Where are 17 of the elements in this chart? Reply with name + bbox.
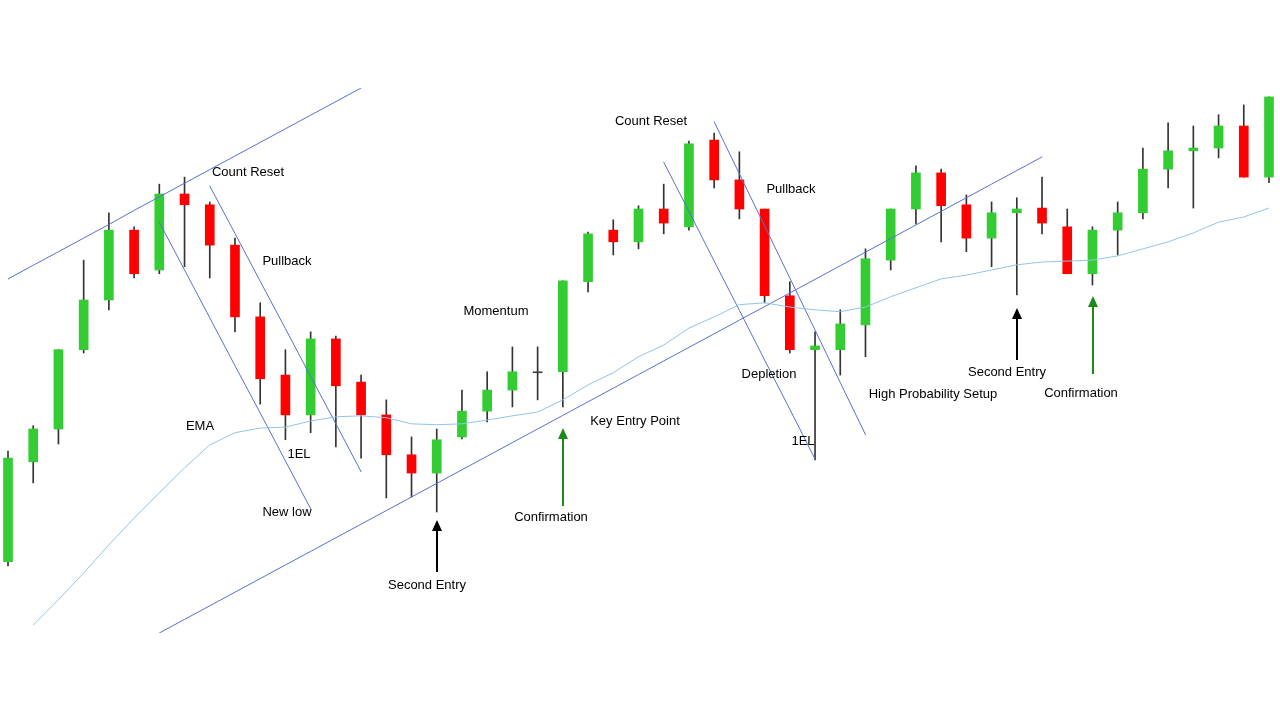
series-label: EMA — [185, 417, 215, 433]
annotation: 1EL — [287, 445, 311, 461]
annotation: High Probability Setup — [868, 385, 998, 401]
annotation: Confirmation — [514, 508, 588, 524]
annotation: Pullback — [766, 180, 817, 196]
annotation: Momentum — [463, 302, 529, 318]
text: Second Entry — [387, 576, 467, 592]
annotation: Second Entry — [967, 363, 1047, 379]
annotation: Key Entry Point — [590, 412, 681, 428]
annotation: Pullback — [262, 252, 313, 268]
annotation: 1EL — [791, 432, 815, 448]
annotation: New low — [262, 503, 313, 519]
annotation: Count Reset — [614, 112, 688, 128]
annotation: Count Reset — [211, 163, 285, 179]
annotation: Confirmation — [1044, 384, 1118, 400]
annotation: Depletion — [741, 365, 797, 381]
candlestick — [1011, 197, 1022, 296]
